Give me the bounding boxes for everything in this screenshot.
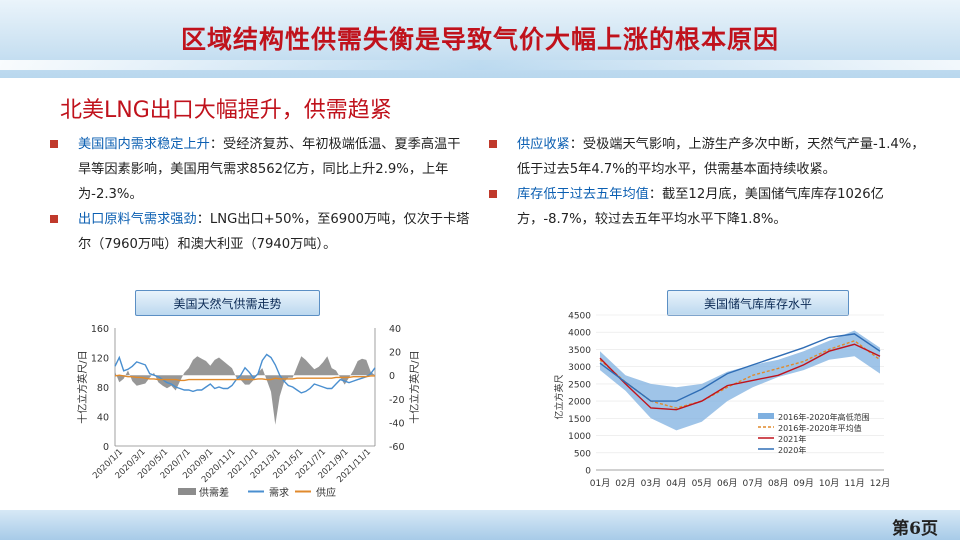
bullet-key: 美国国内需求稳定上升	[78, 137, 210, 152]
x-tick-label: 08月	[768, 478, 788, 489]
y-tick-right: -20	[389, 395, 405, 406]
footer-band	[0, 510, 960, 540]
series-2021-line	[599, 343, 881, 411]
y-tick-right: 0	[389, 371, 395, 382]
bullet-item: 库存低于过去五年均值：截至12月底，美国储气库库存1026亿方，-8.7%，较过…	[487, 182, 927, 232]
y-tick-left: 80	[97, 383, 109, 394]
storage-chart: 4500 4000 3500 3000 2500 2000 1500 1000 500 0 亿立方英…	[553, 312, 890, 490]
bullet-key: 出口原料气需求强劲	[78, 212, 197, 227]
bullet-text: ：LNG出口+50%，至6900万吨，仅次于卡塔尔（7960万吨）和澳大利亚（7…	[78, 212, 470, 252]
legend-label: 2021年	[778, 434, 806, 444]
y-tick-label: 4500	[568, 312, 591, 322]
x-tick-label: 12月	[870, 478, 890, 489]
y-tick-label: 2000	[568, 398, 591, 408]
x-tick-label: 01月	[590, 478, 610, 489]
bullet-square-icon	[50, 140, 58, 148]
legend-label: 供应	[316, 486, 336, 499]
y-tick-right: -60	[389, 442, 405, 453]
y-tick-label: 0	[585, 467, 591, 477]
chart2-title: 美国储气库库存水平	[667, 290, 849, 316]
y-tick-label: 3000	[568, 363, 591, 373]
y-tick-left: 0	[103, 442, 109, 453]
y-tick-label: 4000	[568, 329, 591, 339]
series-range-band	[600, 330, 880, 431]
x-tick-label: 07月	[743, 478, 763, 489]
y-axis-label-right: 十亿立方英尺/日	[408, 350, 421, 423]
x-tick-label: 03月	[641, 478, 661, 489]
y-tick-right: -40	[389, 418, 405, 429]
bullet-item: 供应收紧：受极端天气影响，上游生产多次中断，天然气产量-1.4%，低于过去5年4…	[487, 132, 927, 182]
x-tick-label: 04月	[666, 478, 686, 489]
x-tick-label: 09月	[793, 478, 813, 489]
legend-label: 2016年-2020年平均值	[778, 423, 862, 433]
bullet-square-icon	[489, 140, 497, 148]
page-number: 第6页	[892, 519, 938, 539]
y-tick-label: 2500	[568, 380, 591, 390]
series-gap-area	[115, 356, 375, 425]
y-tick-label: 500	[574, 449, 591, 459]
header-stripe	[0, 60, 960, 70]
bullet-item: 出口原料气需求强劲：LNG出口+50%，至6900万吨，仅次于卡塔尔（7960万…	[48, 207, 473, 257]
y-tick-label: 3500	[568, 346, 591, 356]
slide-title: 区域结构性供需失衡是导致气价大幅上涨的根本原因	[180, 25, 779, 54]
y-tick-right: 40	[389, 324, 401, 335]
bullet-text: ：受经济复苏、年初极端低温、夏季高温干旱等因素影响，美国用气需求8562亿方，同…	[78, 137, 461, 202]
series-2020-line	[599, 333, 881, 402]
series-supply-line	[114, 374, 375, 382]
chart1-title: 美国天然气供需走势	[135, 290, 320, 316]
legend-label: 需求	[269, 487, 289, 499]
legend-label: 2020年	[778, 445, 806, 455]
legend-swatch	[758, 413, 774, 419]
bullets-left: 美国国内需求稳定上升：受经济复苏、年初极端低温、夏季高温干旱等因素影响，美国用气…	[48, 132, 473, 257]
y-tick-label: 1000	[568, 432, 591, 442]
bullet-square-icon	[50, 215, 58, 223]
bullet-key: 供应收紧	[517, 137, 570, 152]
x-tick-label: 05月	[692, 478, 712, 489]
bullet-text: ：截至12月底，美国储气库库存1026亿方，-8.7%，较过去五年平均水平下降1…	[517, 187, 884, 227]
bullet-square-icon	[489, 190, 497, 198]
legend-swatch	[178, 488, 196, 495]
supply-demand-chart: 160 120 80 40 0 40 20 0 -20 -40 -60 十亿立方英尺/日 十亿立方英尺/…	[76, 324, 421, 499]
y-tick-left: 40	[97, 413, 109, 424]
bullet-item: 美国国内需求稳定上升：受经济复苏、年初极端低温、夏季高温干旱等因素影响，美国用气…	[48, 132, 473, 207]
bullet-key: 库存低于过去五年均值	[517, 187, 649, 202]
x-tick-label: 11月	[844, 478, 864, 489]
legend-label: 2016年-2020年高低范围	[778, 412, 870, 422]
y-tick-left: 120	[91, 354, 109, 365]
bullet-text: ：受极端天气影响，上游生产多次中断，天然气产量-1.4%，低于过去5年4.7%的…	[517, 137, 925, 177]
bullets-right: 供应收紧：受极端天气影响，上游生产多次中断，天然气产量-1.4%，低于过去5年4…	[487, 132, 927, 232]
x-tick-label: 10月	[819, 478, 839, 489]
y-tick-label: 1500	[568, 415, 591, 425]
y-tick-right: 20	[389, 348, 401, 359]
section-title: 北美LNG出口大幅提升，供需趋紧	[60, 98, 392, 123]
y-axis-label-left: 十亿立方英尺/日	[76, 350, 89, 423]
y-axis-label: 亿立方英尺	[553, 374, 565, 419]
x-tick-label: 06月	[717, 478, 737, 489]
y-tick-left: 160	[91, 324, 109, 335]
x-tick-label: 02月	[615, 478, 635, 489]
legend-label: 供需差	[199, 486, 229, 499]
header-band	[0, 0, 960, 78]
series-demand-line	[114, 353, 376, 394]
